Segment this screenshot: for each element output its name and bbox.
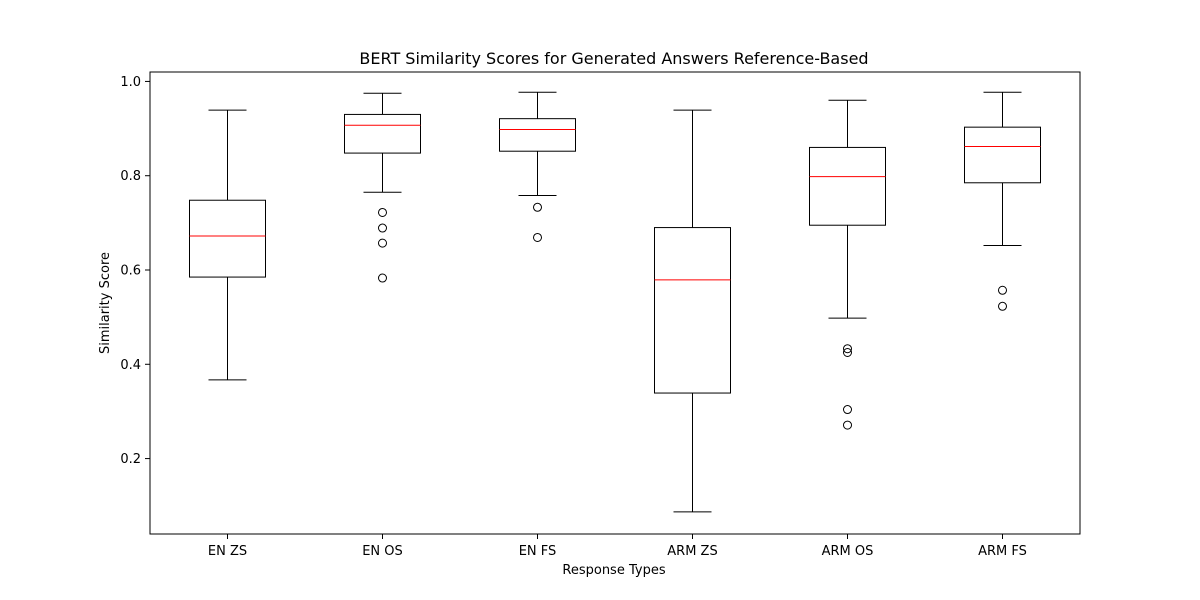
x-tick-label: ARM ZS bbox=[667, 544, 717, 559]
outlier-point bbox=[533, 232, 542, 242]
outlier-point bbox=[998, 301, 1007, 311]
x-tick-label: ARM FS bbox=[978, 544, 1027, 559]
y-tick-label: 0.6 bbox=[120, 264, 141, 279]
outlier-point bbox=[533, 202, 542, 212]
outlier-point bbox=[378, 223, 387, 233]
outlier-point bbox=[843, 405, 852, 415]
y-tick-label: 0.8 bbox=[120, 169, 141, 184]
y-tick-label: 0.4 bbox=[120, 358, 141, 373]
y-tick-label: 0.2 bbox=[120, 452, 141, 467]
plot-area: 0.2 0.4 0.6 0.8 1.0 EN ZS EN OS EN FS ARM ZS ARM … bbox=[120, 71, 1081, 559]
x-tick-label: EN ZS bbox=[208, 544, 247, 559]
outlier-point bbox=[378, 273, 387, 283]
outlier-point bbox=[378, 238, 387, 248]
outlier-point bbox=[843, 420, 852, 430]
outlier-point bbox=[998, 285, 1007, 295]
iqr-box bbox=[189, 199, 266, 278]
x-axis-label: Response Types bbox=[562, 563, 665, 578]
outlier-point bbox=[843, 344, 852, 354]
iqr-box bbox=[654, 227, 731, 394]
y-tick-label: 1.0 bbox=[120, 75, 141, 90]
outlier-point bbox=[378, 207, 387, 217]
outlier-point bbox=[843, 348, 852, 357]
iqr-box bbox=[344, 113, 421, 154]
plot-frame bbox=[149, 71, 1081, 535]
iqr-box bbox=[499, 118, 576, 152]
iqr-box bbox=[809, 146, 886, 226]
x-tick-label: EN OS bbox=[362, 544, 403, 559]
chart-title: BERT Similarity Scores for Generated Ans… bbox=[359, 49, 868, 68]
x-tick-label: EN FS bbox=[519, 544, 557, 559]
iqr-box bbox=[964, 126, 1041, 184]
x-tick-label: ARM OS bbox=[822, 544, 874, 559]
y-axis-label: Similarity Score bbox=[98, 252, 113, 354]
